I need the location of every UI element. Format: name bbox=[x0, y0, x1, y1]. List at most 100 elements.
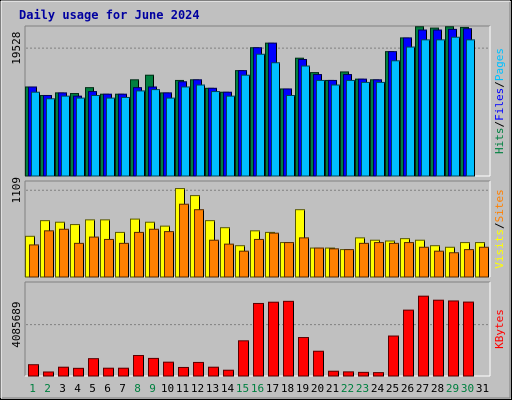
bar-pages-day-15 bbox=[241, 74, 250, 177]
x-tick-label-day-9: 9 bbox=[149, 382, 156, 395]
bar-sites-day-17 bbox=[269, 232, 279, 278]
x-tick-label-day-19: 19 bbox=[296, 382, 309, 395]
x-tick-label-day-6: 6 bbox=[104, 382, 111, 395]
x-tick-label-day-27: 27 bbox=[416, 382, 429, 395]
bar-sites-day-3 bbox=[59, 228, 69, 278]
bar-kbytes-day-2 bbox=[43, 371, 54, 377]
bar-pages-day-21 bbox=[331, 84, 340, 177]
y-tick-label-top: 19528 bbox=[10, 32, 23, 65]
x-tick-label-day-16: 16 bbox=[251, 382, 264, 395]
bar-kbytes-day-22 bbox=[343, 371, 354, 377]
legend-entry: Visits bbox=[493, 229, 506, 269]
legend-middle: Visits/Sites bbox=[493, 189, 506, 269]
x-tick-label-day-18: 18 bbox=[281, 382, 294, 395]
x-tick-label-day-4: 4 bbox=[74, 382, 81, 395]
bar-kbytes-day-30 bbox=[463, 301, 474, 377]
bar-sites-day-30 bbox=[464, 249, 474, 278]
bar-kbytes-day-17 bbox=[268, 301, 279, 377]
bar-sites-day-24 bbox=[374, 242, 384, 278]
legend-entry: Files bbox=[493, 88, 506, 121]
panel-bottom: 4085689 KBytes bbox=[10, 281, 506, 377]
bar-pages-day-11 bbox=[181, 86, 190, 177]
bar-pages-day-30 bbox=[466, 39, 475, 177]
bar-pages-day-6 bbox=[106, 97, 115, 177]
x-tick-label-day-7: 7 bbox=[119, 382, 126, 395]
bar-kbytes-day-1 bbox=[28, 364, 39, 377]
bar-pages-day-3 bbox=[61, 95, 70, 177]
legend-entry: Sites bbox=[493, 189, 506, 222]
legend-entry: / bbox=[493, 222, 506, 229]
x-tick-label-day-15: 15 bbox=[236, 382, 249, 395]
x-tick-label-day-21: 21 bbox=[326, 382, 339, 395]
bar-kbytes-day-25 bbox=[388, 335, 399, 377]
bar-sites-day-28 bbox=[434, 250, 444, 278]
bar-sites-day-5 bbox=[89, 236, 99, 278]
bar-pages-day-29 bbox=[451, 36, 460, 177]
bar-kbytes-day-3 bbox=[58, 366, 69, 377]
bar-sites-day-21 bbox=[329, 248, 339, 278]
bar-kbytes-day-18 bbox=[283, 300, 294, 377]
x-tick-label-day-24: 24 bbox=[371, 382, 385, 395]
bar-sites-day-18 bbox=[284, 242, 294, 278]
bar-pages-day-26 bbox=[406, 46, 415, 177]
bar-sites-day-8 bbox=[134, 231, 144, 278]
bar-kbytes-day-5 bbox=[88, 358, 99, 377]
x-tick-label-day-31: 31 bbox=[476, 382, 489, 395]
chart-title: Daily usage for June 2024 bbox=[19, 8, 200, 22]
bar-sites-day-6 bbox=[104, 238, 114, 278]
bar-pages-day-19 bbox=[301, 65, 310, 177]
x-tick-label-day-2: 2 bbox=[44, 382, 51, 395]
bar-pages-day-27 bbox=[421, 39, 430, 177]
bar-kbytes-day-14 bbox=[223, 369, 234, 377]
x-tick-label-day-14: 14 bbox=[221, 382, 235, 395]
bar-kbytes-day-10 bbox=[163, 361, 174, 377]
legend-entry: / bbox=[493, 81, 506, 88]
bar-kbytes-day-23 bbox=[358, 371, 369, 377]
bar-kbytes-day-15 bbox=[238, 340, 249, 377]
bar-sites-day-29 bbox=[449, 252, 459, 278]
legend-entry: KBytes bbox=[493, 309, 506, 349]
x-tick-label-day-22: 22 bbox=[341, 382, 354, 395]
bar-pages-day-28 bbox=[436, 39, 445, 177]
bar-sites-day-13 bbox=[209, 239, 219, 278]
x-tick-label-day-26: 26 bbox=[401, 382, 414, 395]
bar-kbytes-day-21 bbox=[328, 370, 339, 377]
bar-sites-day-4 bbox=[74, 242, 84, 278]
legend-entry: Hits bbox=[493, 128, 506, 155]
bar-sites-day-25 bbox=[389, 242, 399, 278]
bar-pages-day-14 bbox=[226, 95, 235, 177]
bar-kbytes-day-4 bbox=[73, 367, 84, 377]
bar-sites-day-12 bbox=[194, 209, 204, 278]
bar-sites-day-16 bbox=[254, 238, 264, 278]
x-tick-label-day-12: 12 bbox=[191, 382, 204, 395]
bar-pages-day-20 bbox=[316, 79, 325, 177]
bar-kbytes-day-7 bbox=[118, 367, 129, 377]
bar-sites-day-2 bbox=[44, 230, 54, 278]
bar-sites-day-31 bbox=[479, 246, 489, 278]
bar-pages-day-25 bbox=[391, 60, 400, 177]
bar-kbytes-day-26 bbox=[403, 309, 414, 377]
x-tick-label-day-30: 30 bbox=[461, 382, 474, 395]
bar-sites-day-26 bbox=[404, 242, 414, 278]
bar-sites-day-27 bbox=[419, 246, 429, 278]
bar-pages-day-8 bbox=[136, 90, 145, 177]
bar-kbytes-day-6 bbox=[103, 367, 114, 377]
bar-kbytes-day-11 bbox=[178, 366, 189, 377]
bar-sites-day-19 bbox=[299, 237, 309, 278]
bar-sites-day-22 bbox=[344, 249, 354, 278]
bar-sites-day-11 bbox=[179, 203, 189, 278]
bar-pages-day-23 bbox=[361, 81, 370, 177]
bar-pages-day-18 bbox=[286, 94, 295, 177]
bar-pages-day-7 bbox=[121, 96, 130, 177]
bar-pages-day-2 bbox=[46, 98, 55, 177]
bar-pages-day-16 bbox=[256, 53, 265, 177]
series-sites bbox=[29, 203, 489, 278]
series-pages bbox=[31, 36, 475, 177]
x-tick-label-day-1: 1 bbox=[29, 382, 36, 395]
bar-kbytes-day-8 bbox=[133, 355, 144, 377]
x-tick-label-day-5: 5 bbox=[89, 382, 96, 395]
bar-pages-day-22 bbox=[346, 79, 355, 177]
x-tick-label-day-11: 11 bbox=[176, 382, 189, 395]
